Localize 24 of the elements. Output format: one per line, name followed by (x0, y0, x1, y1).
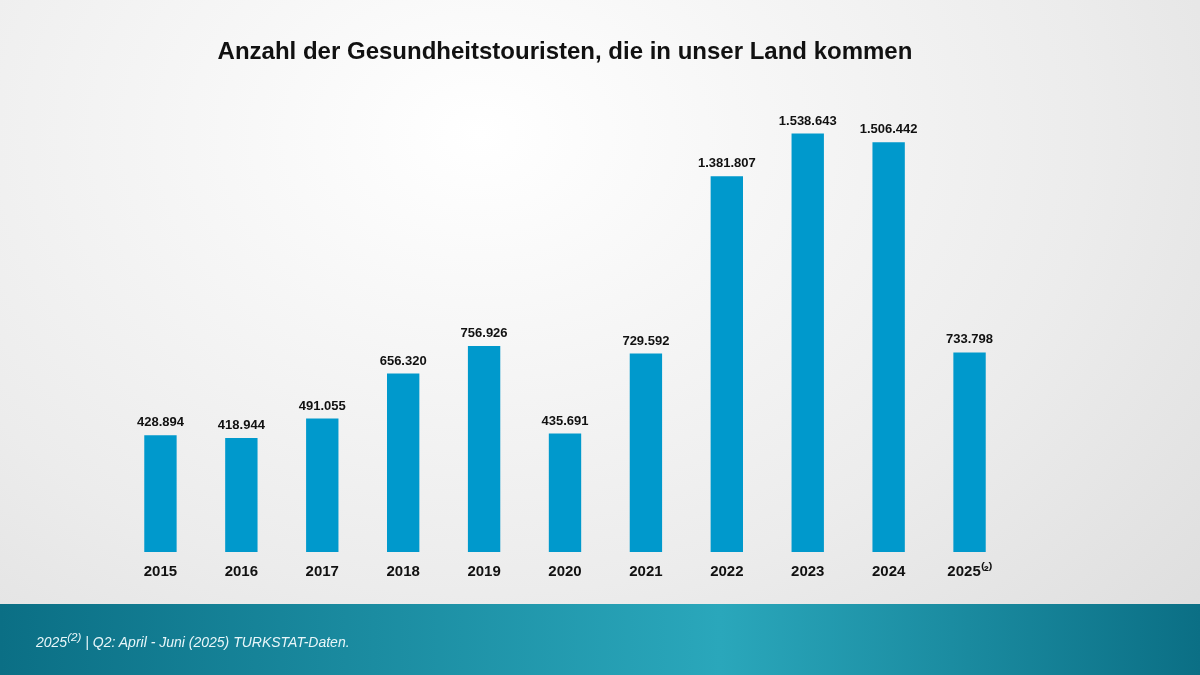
data-label: 435.691 (541, 412, 589, 428)
data-label: 1.538.643 (778, 112, 837, 128)
x-tick-label: 2024 (871, 562, 906, 580)
data-label: 733.798 (946, 331, 994, 347)
x-tick-label: 2020 (548, 562, 582, 580)
data-label: 418.944 (217, 417, 266, 433)
x-tick-label: 2023 (791, 562, 825, 580)
text: 2025$^{(2)}$ | Q2: April - Juni (2025) TURKSTAT-Daten. (36, 630, 350, 650)
x-tick-label: 2016 (224, 562, 259, 580)
x-tick-label: 2018 (386, 562, 420, 580)
data-label: 1.506.442 (859, 121, 918, 137)
data-label: 656.320 (379, 352, 427, 368)
data-label: 491.055 (298, 397, 346, 413)
x-tick-label: 2017 (305, 562, 339, 580)
x-tick-label: 2022 (710, 562, 744, 580)
chart-title: Anzahl der Gesundheitstouristen, die in unser Land kommen (217, 37, 913, 65)
data-label: 1.381.807 (697, 155, 756, 171)
x-tick-label: 2021 (629, 562, 663, 580)
x-tick-label: 2025⁽²⁾ (947, 562, 992, 580)
data-label: 428.894 (136, 414, 185, 430)
x-tick-label: 2015 (143, 562, 178, 580)
data-label: 729.592 (622, 332, 670, 348)
data-label: 756.926 (460, 325, 508, 341)
x-tick-label: 2019 (467, 562, 501, 580)
